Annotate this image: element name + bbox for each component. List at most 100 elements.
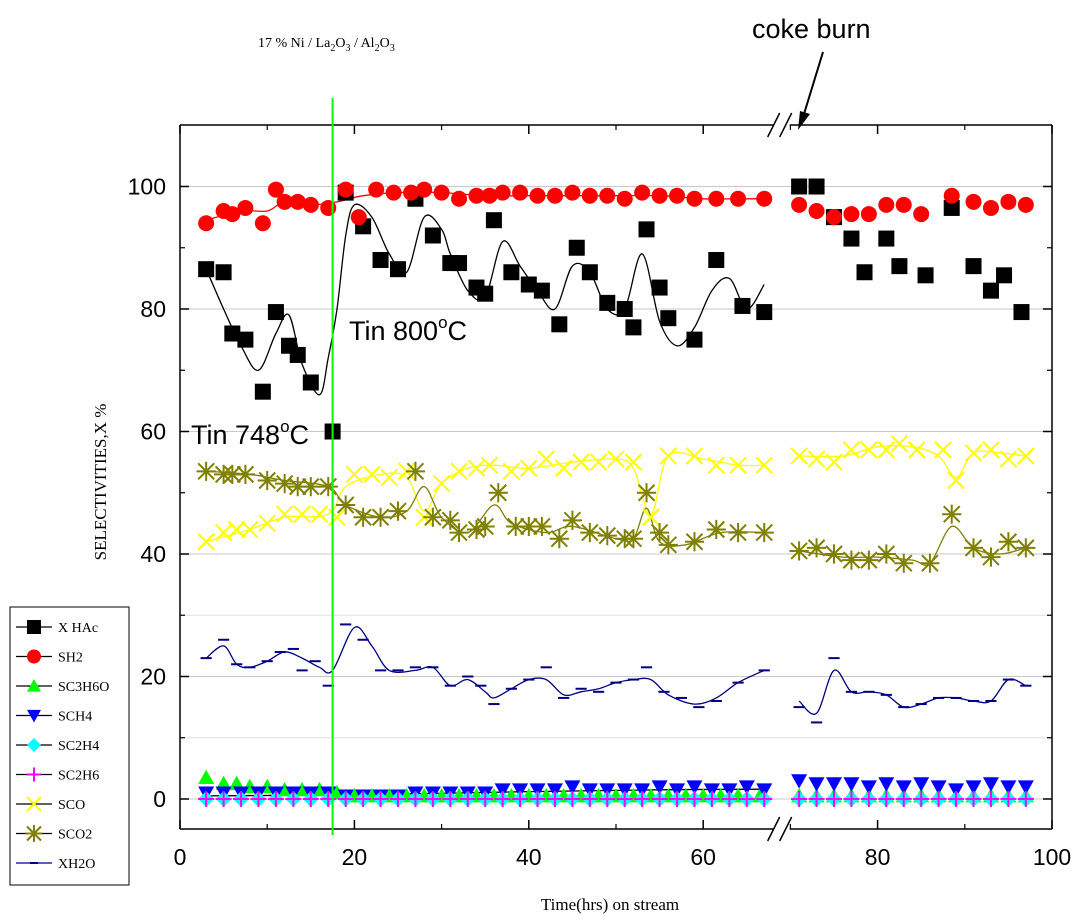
point-sh2: [878, 196, 895, 213]
point-sch4: [616, 783, 633, 798]
point-sco: [659, 447, 678, 465]
point-sco: [934, 441, 952, 459]
point-sh2: [616, 190, 633, 207]
point-sh2: [708, 190, 725, 207]
point-sco-b: [642, 508, 660, 526]
point-x-hac: [485, 212, 502, 229]
point-x-hac: [520, 276, 537, 293]
point-sch4: [808, 777, 825, 792]
legend: X HAc SH2 SC3H6O SCH4 SC2H4 SC2H6 SCO SCO2 XH2O: [9, 606, 130, 886]
legend-marker-sc2h4: [27, 738, 41, 752]
point-sch4: [669, 783, 686, 798]
point-sc2h6: [285, 791, 302, 807]
point-sch4: [564, 780, 581, 795]
legend-label: SH2: [58, 651, 83, 666]
legend-label: SCO2: [58, 828, 92, 843]
coke-burn-arrow: [798, 51, 824, 130]
point-sc2h6: [826, 791, 842, 807]
point-sch4: [546, 783, 563, 798]
point-sco2: [353, 507, 373, 527]
point-sc2h6: [860, 791, 877, 807]
point-sco-b: [258, 514, 276, 533]
point-sco: [964, 444, 983, 462]
point-x-hac: [651, 279, 668, 296]
point-sh2: [791, 196, 808, 213]
point-sco2: [257, 470, 277, 491]
point-sch4: [651, 780, 668, 795]
point-sco-b: [520, 459, 538, 477]
axis-break-gap: [773, 113, 790, 137]
point-sc2h6: [982, 791, 999, 807]
y-tick-label: 80: [140, 296, 166, 322]
point-sco2: [549, 529, 569, 549]
point-sco: [432, 474, 451, 493]
point-sco: [293, 505, 311, 523]
y-tick-label: 100: [128, 174, 166, 200]
point-sc2h6: [233, 791, 250, 807]
point-sco-b: [572, 453, 590, 471]
point-sc2h6: [1017, 791, 1034, 807]
point-sco: [450, 462, 468, 481]
point-sh2: [451, 190, 468, 207]
point-x-hac: [996, 267, 1013, 284]
legend-label: SC3H6O: [58, 680, 109, 695]
point-sch4: [948, 783, 965, 798]
point-sh2: [808, 203, 825, 219]
point-x-hac: [856, 264, 873, 281]
point-sc2h6: [616, 791, 633, 807]
axis-break-mark: [779, 816, 793, 842]
point-sco2: [789, 541, 809, 561]
point-sco2: [301, 477, 321, 497]
point-sch4: [529, 783, 546, 798]
y-axis-title: SELECTIVITIES,X %: [91, 404, 110, 561]
point-sco: [890, 435, 909, 453]
point-sco2: [288, 477, 308, 497]
point-sc2h6: [477, 791, 494, 807]
y-tick-label: 60: [140, 419, 166, 445]
point-x-hac: [808, 178, 825, 195]
point-sco-b: [310, 505, 329, 523]
point-sco-b: [934, 441, 952, 459]
point-sco: [380, 468, 398, 487]
point-x-hac: [451, 255, 468, 272]
point-sco-b: [227, 520, 246, 539]
point-sco: [572, 453, 590, 471]
point-sco-b: [624, 453, 643, 471]
point-sco2: [405, 461, 426, 481]
point-x-hac: [551, 316, 568, 333]
point-sco-b: [197, 533, 215, 551]
legend-marker-sc2h6: [27, 767, 41, 782]
point-sco2: [963, 538, 984, 558]
point-sco: [707, 456, 725, 474]
point-sc2h6: [302, 791, 319, 807]
point-sco: [755, 456, 773, 474]
point-sco: [947, 471, 965, 490]
point-sco2: [894, 553, 914, 573]
y-tick-label: 40: [140, 541, 166, 567]
point-x-hac: [599, 294, 616, 311]
point-sch4: [512, 783, 529, 798]
point-sco2: [658, 535, 678, 555]
point-sch4: [756, 783, 773, 798]
point-sh2: [494, 184, 511, 201]
point-sc2h6: [599, 791, 616, 807]
point-sco: [227, 520, 246, 539]
point-sco-b: [807, 450, 826, 468]
legend-marker-sh2: [27, 649, 41, 664]
point-sh2: [368, 181, 385, 198]
point-sco-b: [450, 462, 468, 481]
point-sch4: [826, 777, 842, 792]
point-sco-b: [908, 441, 926, 459]
y-tick-label: 0: [153, 786, 166, 812]
point-sco-b: [432, 474, 451, 493]
point-x-hac: [734, 297, 751, 314]
point-sc2h6: [791, 791, 808, 807]
series-sh2: [198, 181, 1034, 232]
point-x-hac: [917, 267, 934, 284]
tin-748-label: Tin 748oC: [191, 417, 309, 450]
point-sco2: [636, 483, 657, 503]
point-sc3h6o: [276, 781, 293, 797]
point-x-hac: [686, 331, 703, 348]
point-sc2h6: [686, 791, 703, 807]
point-sco: [842, 441, 861, 459]
